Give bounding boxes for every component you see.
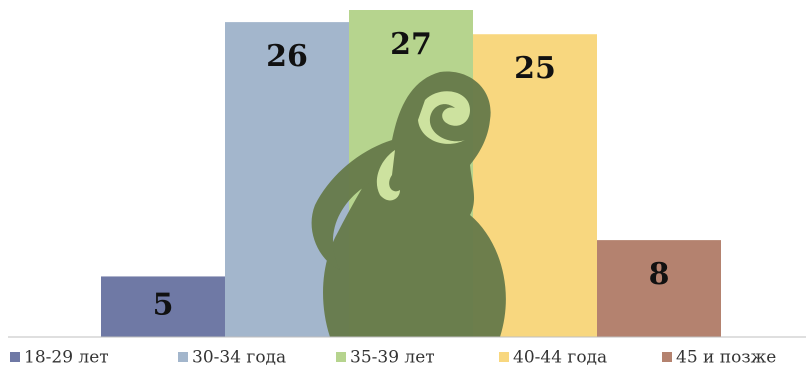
silhouette-hair <box>311 140 392 270</box>
legend-swatch <box>10 352 20 362</box>
data-label: 26 <box>266 39 308 74</box>
legend-label: 30-34 года <box>192 348 286 368</box>
legend-label: 18-29 лет <box>24 348 109 368</box>
legend-swatch <box>178 352 188 362</box>
labels: 5 26 27 25 8 <box>153 27 670 323</box>
legend-label: 40-44 года <box>513 348 607 368</box>
silhouette <box>311 71 506 338</box>
bar <box>597 240 721 337</box>
legend-label: 45 и позже <box>676 348 776 368</box>
legend-swatch <box>499 352 509 362</box>
data-label: 25 <box>514 51 556 86</box>
data-label: 27 <box>390 27 432 62</box>
silhouette-curl <box>418 91 470 144</box>
legend-swatch <box>336 352 346 362</box>
legend-swatch <box>662 352 672 362</box>
bar <box>101 276 225 337</box>
legend: 18-29 лет 30-34 года 35-39 лет 40-44 года 45… <box>10 348 776 368</box>
legend-label: 35-39 лет <box>350 348 435 368</box>
silhouette-body <box>323 71 506 338</box>
silhouette-curl <box>376 150 400 201</box>
data-label: 8 <box>649 257 670 292</box>
data-label: 5 <box>153 288 174 323</box>
